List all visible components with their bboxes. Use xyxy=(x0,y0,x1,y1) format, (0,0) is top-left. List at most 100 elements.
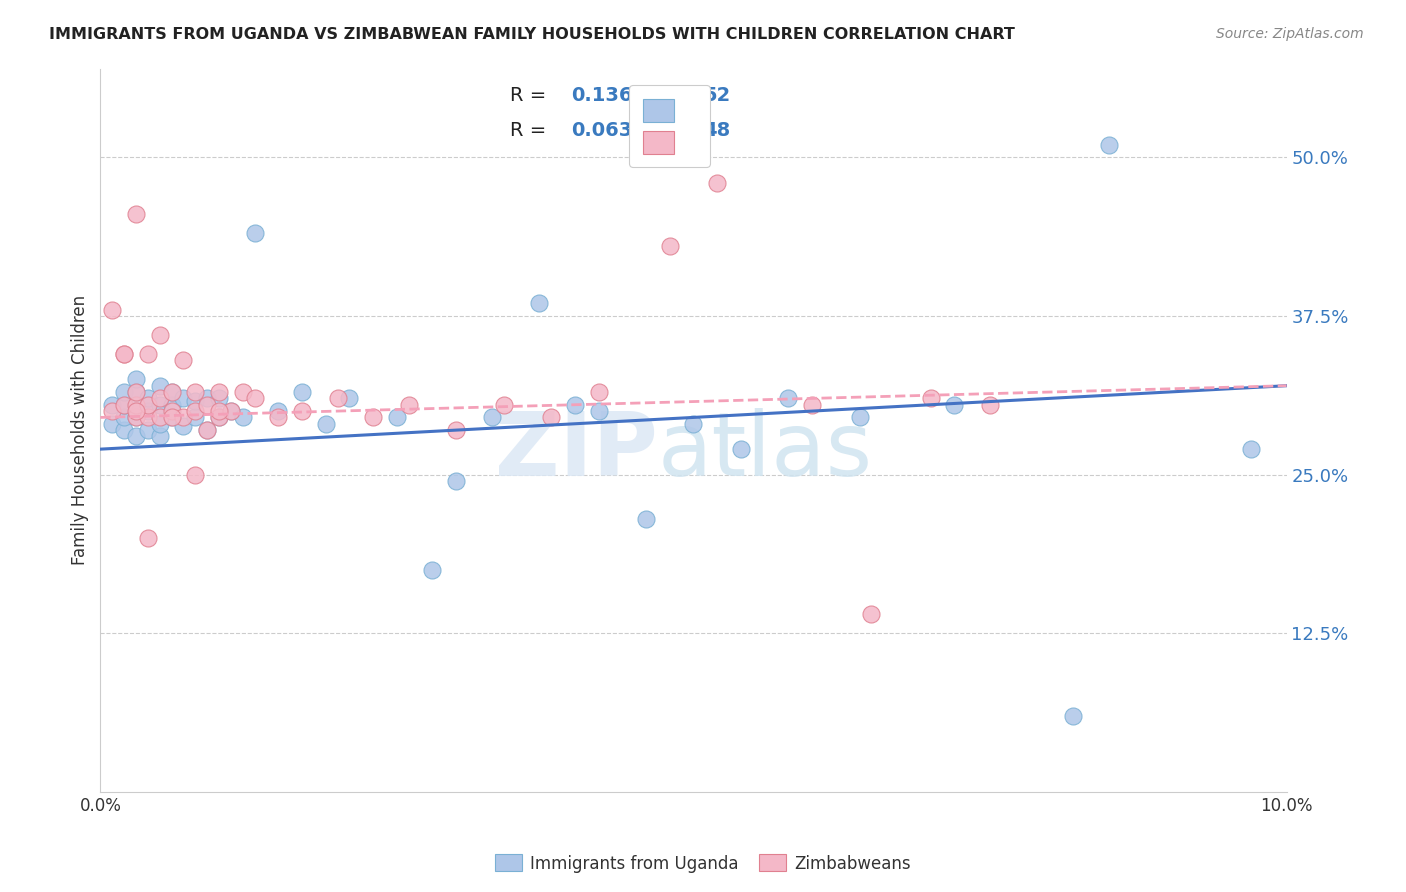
Point xyxy=(588,404,610,418)
Point xyxy=(195,392,218,406)
Point xyxy=(136,392,159,406)
Point xyxy=(848,410,870,425)
Point xyxy=(149,328,172,343)
Point xyxy=(125,385,148,400)
Point xyxy=(208,404,231,418)
Point xyxy=(267,404,290,418)
Text: N =: N = xyxy=(645,121,683,141)
Point xyxy=(184,467,207,482)
Point xyxy=(125,372,148,386)
Point xyxy=(232,410,254,425)
Point xyxy=(291,404,314,418)
Point xyxy=(943,398,966,412)
Point xyxy=(706,176,728,190)
Point xyxy=(136,410,159,425)
Point xyxy=(125,398,148,412)
Point xyxy=(1098,137,1121,152)
Point xyxy=(125,398,148,412)
Point xyxy=(243,392,266,406)
Point xyxy=(172,410,194,425)
Point xyxy=(125,410,148,425)
Point xyxy=(112,410,135,425)
Point xyxy=(184,385,207,400)
Point xyxy=(195,423,218,437)
Point xyxy=(172,353,194,368)
Point xyxy=(658,239,681,253)
Point xyxy=(361,410,384,425)
Point xyxy=(160,404,183,418)
Point xyxy=(149,392,172,406)
Point xyxy=(112,385,135,400)
Point xyxy=(160,410,183,425)
Point xyxy=(243,227,266,241)
Text: 48: 48 xyxy=(703,121,730,141)
Point xyxy=(136,531,159,545)
Point xyxy=(422,563,444,577)
Point xyxy=(136,423,159,437)
Point xyxy=(149,398,172,412)
Point xyxy=(529,296,551,310)
Point xyxy=(398,398,420,412)
Point xyxy=(588,385,610,400)
Point xyxy=(481,410,503,425)
Point xyxy=(149,429,172,443)
Point xyxy=(267,410,290,425)
Point xyxy=(112,347,135,361)
Point xyxy=(112,398,135,412)
Point xyxy=(682,417,704,431)
Point xyxy=(444,474,467,488)
Text: IMMIGRANTS FROM UGANDA VS ZIMBABWEAN FAMILY HOUSEHOLDS WITH CHILDREN CORRELATION: IMMIGRANTS FROM UGANDA VS ZIMBABWEAN FAM… xyxy=(49,27,1015,42)
Point xyxy=(125,207,148,221)
Text: R =: R = xyxy=(509,121,546,141)
Point xyxy=(101,404,124,418)
Point xyxy=(184,410,207,425)
Point xyxy=(149,378,172,392)
Text: 52: 52 xyxy=(703,86,730,105)
Point xyxy=(232,385,254,400)
Point xyxy=(730,442,752,457)
Point xyxy=(1062,708,1084,723)
Point xyxy=(208,385,231,400)
Point xyxy=(339,392,361,406)
Point xyxy=(160,385,183,400)
Point xyxy=(444,423,467,437)
Text: Source: ZipAtlas.com: Source: ZipAtlas.com xyxy=(1216,27,1364,41)
Legend:   ,   : , xyxy=(630,86,710,168)
Point xyxy=(291,385,314,400)
Point xyxy=(195,423,218,437)
Text: ZIP: ZIP xyxy=(495,409,658,495)
Point xyxy=(149,410,172,425)
Point xyxy=(184,393,207,408)
Point xyxy=(125,385,148,400)
Point xyxy=(492,398,515,412)
Point xyxy=(125,429,148,443)
Point xyxy=(564,398,586,412)
Text: R =: R = xyxy=(509,86,546,105)
Point xyxy=(315,417,337,431)
Point xyxy=(195,398,218,412)
Legend: Immigrants from Uganda, Zimbabweans: Immigrants from Uganda, Zimbabweans xyxy=(489,847,917,880)
Point xyxy=(219,404,242,418)
Point xyxy=(125,410,148,425)
Point xyxy=(101,302,124,317)
Point xyxy=(136,404,159,418)
Point xyxy=(778,392,800,406)
Point xyxy=(160,410,183,425)
Point xyxy=(540,410,562,425)
Point xyxy=(860,607,883,621)
Point xyxy=(208,410,231,425)
Point xyxy=(101,398,124,412)
Point xyxy=(125,404,148,418)
Point xyxy=(184,404,207,418)
Y-axis label: Family Households with Children: Family Households with Children xyxy=(72,295,89,566)
Point xyxy=(326,392,349,406)
Text: 0.063: 0.063 xyxy=(571,121,633,141)
Point xyxy=(112,423,135,437)
Point xyxy=(172,419,194,434)
Point xyxy=(920,392,942,406)
Point xyxy=(112,398,135,412)
Point xyxy=(101,417,124,431)
Point xyxy=(172,392,194,406)
Point xyxy=(634,512,657,526)
Text: atlas: atlas xyxy=(658,409,873,495)
